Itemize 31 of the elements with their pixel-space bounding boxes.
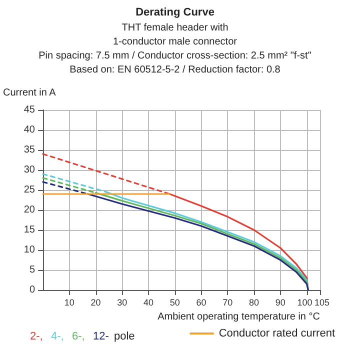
x-tick-label: 50 bbox=[170, 298, 180, 308]
y-tick-label: 15 bbox=[24, 224, 36, 236]
y-tick-label: 20 bbox=[24, 204, 36, 216]
y-tick-label: 35 bbox=[24, 144, 36, 156]
y-tick-label: 40 bbox=[24, 124, 36, 136]
y-tick-label: 10 bbox=[24, 244, 36, 256]
text: 6-, bbox=[72, 330, 85, 342]
x-tick-label: 80 bbox=[249, 298, 260, 308]
y-tick-label: 45 bbox=[24, 104, 36, 116]
x-tick-label: 70 bbox=[222, 298, 233, 308]
x-tick-label: 30 bbox=[117, 298, 128, 308]
x-tick-label: 20 bbox=[90, 298, 101, 308]
text: 4-, bbox=[51, 330, 64, 342]
y-tick-label: 25 bbox=[24, 184, 36, 196]
chart-subtitle: THT female header with 1-conductor male connector Pin spacing: 7.5 mm / Conductor cross-section: 2.5 mm² "f-st" Based on: EN 60512-5-2 / Reduction factor: 0.8 bbox=[38, 22, 312, 76]
y-tick-label: 0 bbox=[29, 284, 36, 296]
y-tick-label: 5 bbox=[29, 264, 36, 276]
legend-title: pole bbox=[114, 330, 135, 342]
x-tick-label: 105 bbox=[314, 298, 330, 308]
x-tick-label: 40 bbox=[144, 298, 154, 308]
x-tick-label: 60 bbox=[196, 298, 206, 308]
x-tick-label: 90 bbox=[275, 298, 286, 308]
x-tick-label: 10 bbox=[64, 298, 74, 308]
y-tick-label: 30 bbox=[24, 164, 36, 176]
text: 2-, bbox=[30, 330, 43, 342]
text: 12- bbox=[93, 330, 110, 342]
x-tick-label: 100 bbox=[297, 298, 312, 308]
legend-label: Conductor rated current bbox=[218, 328, 335, 340]
x-axis-title: Ambient operating temperature in °C bbox=[158, 312, 320, 322]
chart-title: Derating Curve bbox=[136, 6, 214, 18]
y-axis-title: Current in A bbox=[3, 88, 56, 98]
